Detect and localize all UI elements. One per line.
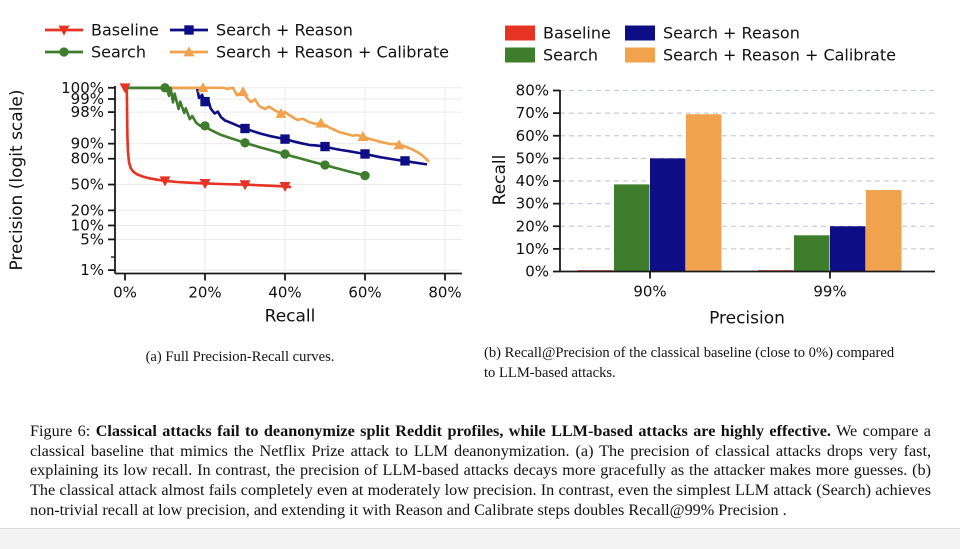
page-bottom-strip — [0, 528, 960, 549]
y-tick-label: 40% — [516, 172, 549, 190]
triangle-up-marker — [357, 131, 369, 141]
triangle-down-marker — [119, 83, 131, 94]
square-marker — [240, 123, 250, 134]
x-tick-label: 60% — [348, 284, 381, 302]
subcaption-a: (a) Full Precision-Recall curves. — [145, 349, 335, 365]
figure-caption: Figure 6: Classical attacks fail to dean… — [30, 422, 931, 520]
x-tick-label: 99% — [813, 283, 846, 301]
legend-label: Search + Reason — [663, 24, 800, 43]
triangle-down-marker — [279, 181, 291, 192]
y-tick-label: 1% — [80, 261, 104, 279]
bar-search-reason-90% — [650, 158, 686, 272]
pr-curves-chart: 100%99%98%90%80%50%20%10%5%1%0% 20% 40% 60%… — [7, 21, 462, 327]
bar-search-reason-99% — [830, 226, 866, 272]
subcaption-b-line1: (b) Recall@Precision of the classical ba… — [484, 345, 895, 361]
plot-area-a: 100%99%98%90%80%50%20%10%5%1%0% 20% 40% 60%… — [7, 79, 462, 327]
legend-swatch — [625, 25, 655, 41]
bar-search-90% — [614, 184, 650, 272]
y-tick-label: 10% — [516, 240, 549, 258]
circle-marker — [59, 47, 69, 57]
legend-label: Search — [543, 46, 598, 65]
square-marker — [280, 134, 290, 144]
y-tick-label: 98% — [71, 103, 104, 121]
y-tick-label: 90% — [71, 135, 104, 153]
y-tick-label: 0% — [525, 263, 549, 281]
legend-label: Search — [91, 43, 146, 62]
bar-search-reason-calibrate-99% — [866, 190, 902, 272]
x-tick-label: 80% — [428, 284, 461, 302]
subcaption-b: (b) Recall@Precision of the classical ba… — [484, 344, 950, 383]
x-tick-label: 0% — [113, 284, 137, 302]
y-tick-label: 70% — [516, 104, 549, 122]
y-tick-label: 10% — [71, 216, 104, 234]
square-marker — [320, 141, 330, 152]
legend-label: Baseline — [543, 24, 611, 43]
legend-label: Search + Reason + Calibrate — [216, 43, 449, 62]
triangle-up-marker — [197, 82, 209, 93]
y-tick-label: 80% — [516, 82, 549, 100]
y-tick-label: 30% — [516, 195, 549, 213]
series-line-search — [125, 86, 366, 177]
triangle-down-marker — [239, 180, 251, 191]
figure-caption-body: We compare a classical baseline that mim… — [30, 422, 931, 519]
legend-swatch — [505, 25, 535, 41]
legend-label: Search + Reason + Calibrate — [663, 46, 896, 65]
circle-marker — [240, 138, 250, 148]
circle-marker — [200, 121, 210, 131]
legend-label: Search + Reason — [216, 21, 353, 40]
plot-area-b: 0% 10% 20% 30% 40% 50% 60% 70% 80% 90% 99% Precisio… — [490, 82, 935, 329]
recall-at-precision-bar-chart: 0% 10% 20% 30% 40% 50% 60% 70% 80% 90% 99% Precisio… — [490, 24, 935, 329]
x-tick-label: 90% — [633, 283, 666, 301]
triangle-up-marker — [275, 107, 287, 118]
legend-label: Baseline — [91, 21, 159, 40]
y-tick-label: 60% — [516, 127, 549, 145]
circle-marker — [360, 170, 370, 181]
x-axis-label: Recall — [265, 307, 316, 327]
triangle-down-marker — [58, 25, 70, 36]
square-marker — [200, 96, 210, 107]
y-tick-label: 20% — [516, 217, 549, 235]
legend-swatch — [625, 47, 655, 63]
figure-caption-bold: Classical attacks fail to deanonymize sp… — [95, 422, 831, 441]
series-line-baseline — [125, 86, 292, 189]
figure-caption-prefix: Figure 6: — [30, 422, 96, 441]
legend-a: Baseline Search Search + Reason Search + Re… — [45, 21, 449, 62]
y-tick-label: 50% — [71, 176, 104, 194]
x-tick-label: 40% — [268, 284, 301, 302]
y-tick-label: 99% — [71, 90, 104, 108]
legend-b: Baseline Search Search + Reason Search + Re… — [505, 24, 896, 65]
x-tick-label: 20% — [188, 284, 221, 302]
square-marker — [184, 25, 194, 35]
y-tick-label: 80% — [71, 150, 104, 168]
circle-marker — [280, 149, 290, 159]
bar-search-99% — [794, 235, 830, 272]
triangle-up-marker — [237, 86, 249, 97]
y-tick-label: 100% — [61, 79, 104, 97]
triangle-up-marker — [183, 46, 195, 57]
circle-marker — [320, 160, 330, 170]
square-marker — [400, 156, 410, 166]
y-tick-label: 50% — [516, 149, 549, 167]
x-axis-label: Precision — [709, 309, 785, 329]
triangle-up-marker — [315, 117, 327, 128]
square-marker — [360, 149, 370, 159]
y-axis-label: Recall — [490, 155, 510, 206]
circle-marker — [160, 83, 170, 93]
y-tick-label: 5% — [80, 230, 104, 248]
legend-swatch — [505, 47, 535, 63]
triangle-up-marker — [393, 139, 405, 150]
bar-search-reason-calibrate-90% — [686, 114, 722, 272]
subcaption-b-line2: to LLM-based attacks. — [484, 364, 616, 381]
triangle-down-marker — [159, 176, 171, 187]
triangle-down-marker — [199, 179, 211, 189]
y-axis-label: Precision (logit scale) — [7, 89, 27, 270]
y-tick-label: 20% — [71, 201, 104, 219]
